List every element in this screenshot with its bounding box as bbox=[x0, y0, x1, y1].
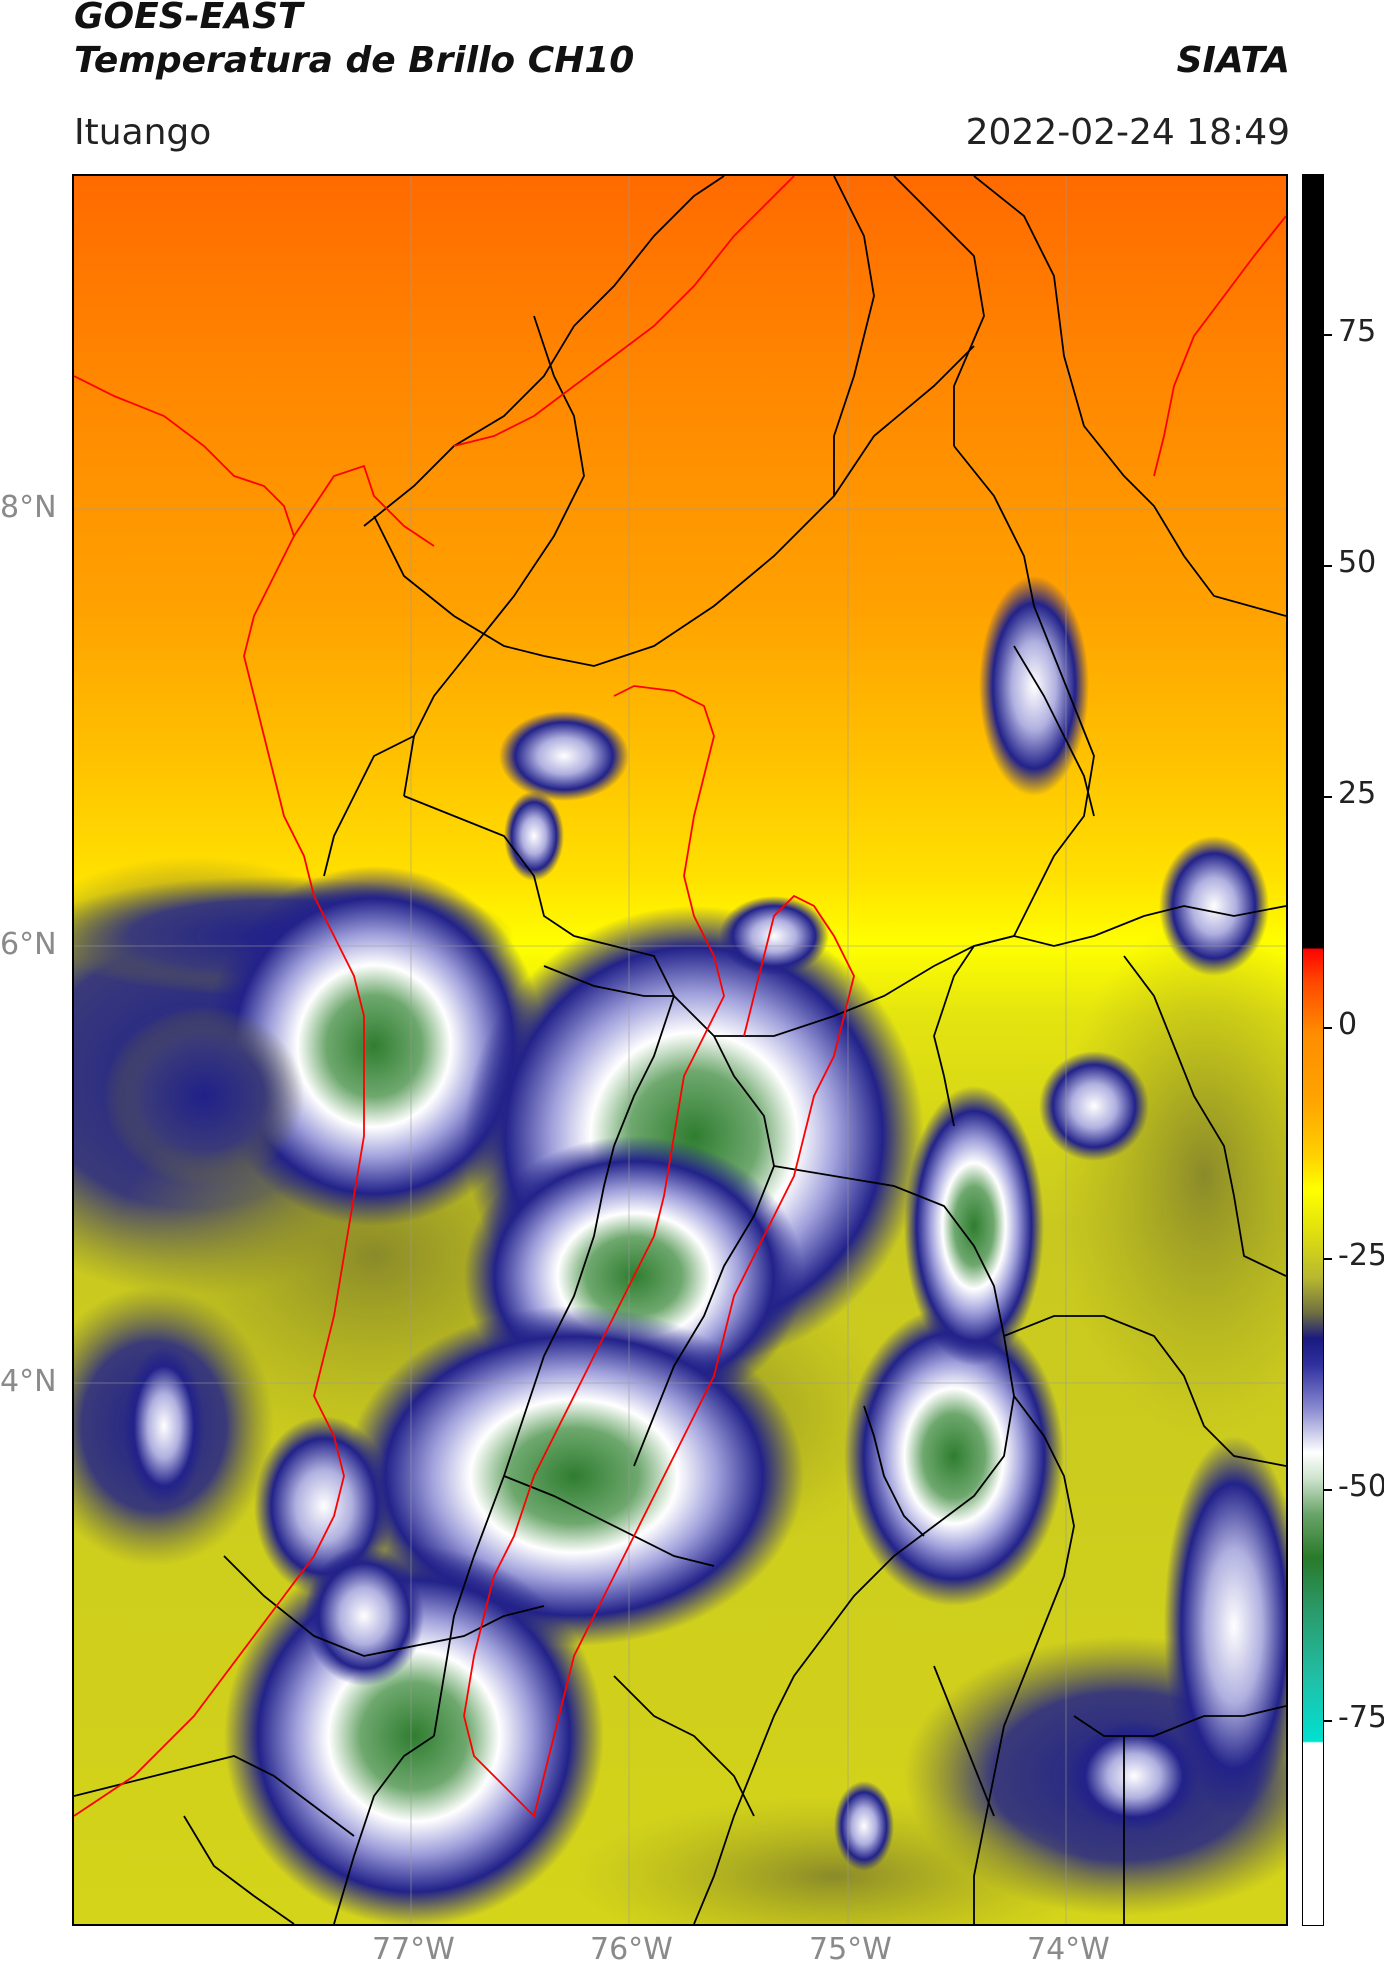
department-boundaries bbox=[74, 176, 1286, 1924]
lat-label-8n: 8°N bbox=[0, 490, 57, 525]
timestamp-label: 2022-02-24 18:49 bbox=[965, 112, 1290, 153]
coastline bbox=[74, 176, 1286, 1818]
colorbar-label-75: 75 bbox=[1338, 314, 1377, 349]
colorbar bbox=[1302, 174, 1324, 1926]
satellite-title: GOES-EAST bbox=[74, 0, 303, 37]
colorbar-tick bbox=[1324, 1489, 1332, 1491]
colorbar-label-0: 0 bbox=[1338, 1007, 1358, 1042]
lon-label-74w: 74°W bbox=[1027, 1932, 1110, 1967]
colorbar-label-minus-50: -50 bbox=[1338, 1469, 1384, 1504]
lon-label-77w: 77°W bbox=[372, 1932, 455, 1967]
colorbar-tick bbox=[1324, 1720, 1332, 1722]
lon-label-75w: 75°W bbox=[809, 1932, 892, 1967]
colorbar-tick bbox=[1324, 1027, 1332, 1029]
storm-cells bbox=[104, 576, 1286, 1924]
lat-label-6n: 6°N bbox=[0, 927, 57, 962]
colorbar-label-minus-25: -25 bbox=[1338, 1238, 1384, 1273]
lat-label-4n: 4°N bbox=[0, 1364, 57, 1399]
colorbar-tick bbox=[1324, 1258, 1332, 1260]
gridlines bbox=[74, 176, 1286, 1924]
agency-label: SIATA bbox=[1176, 40, 1290, 81]
colorbar-label-25: 25 bbox=[1338, 776, 1377, 811]
colorbar-tick bbox=[1324, 565, 1332, 567]
colorbar-tick bbox=[1324, 334, 1332, 336]
map-canvas bbox=[74, 176, 1286, 1924]
colorbar-label-50: 50 bbox=[1338, 545, 1377, 580]
lon-label-76w: 76°W bbox=[590, 1932, 673, 1967]
colorbar-tick bbox=[1324, 796, 1332, 798]
product-title: Temperatura de Brillo CH10 bbox=[74, 40, 635, 81]
location-label: Ituango bbox=[74, 112, 212, 153]
colorbar-label-minus-75: -75 bbox=[1338, 1700, 1384, 1735]
satellite-map bbox=[72, 174, 1288, 1926]
